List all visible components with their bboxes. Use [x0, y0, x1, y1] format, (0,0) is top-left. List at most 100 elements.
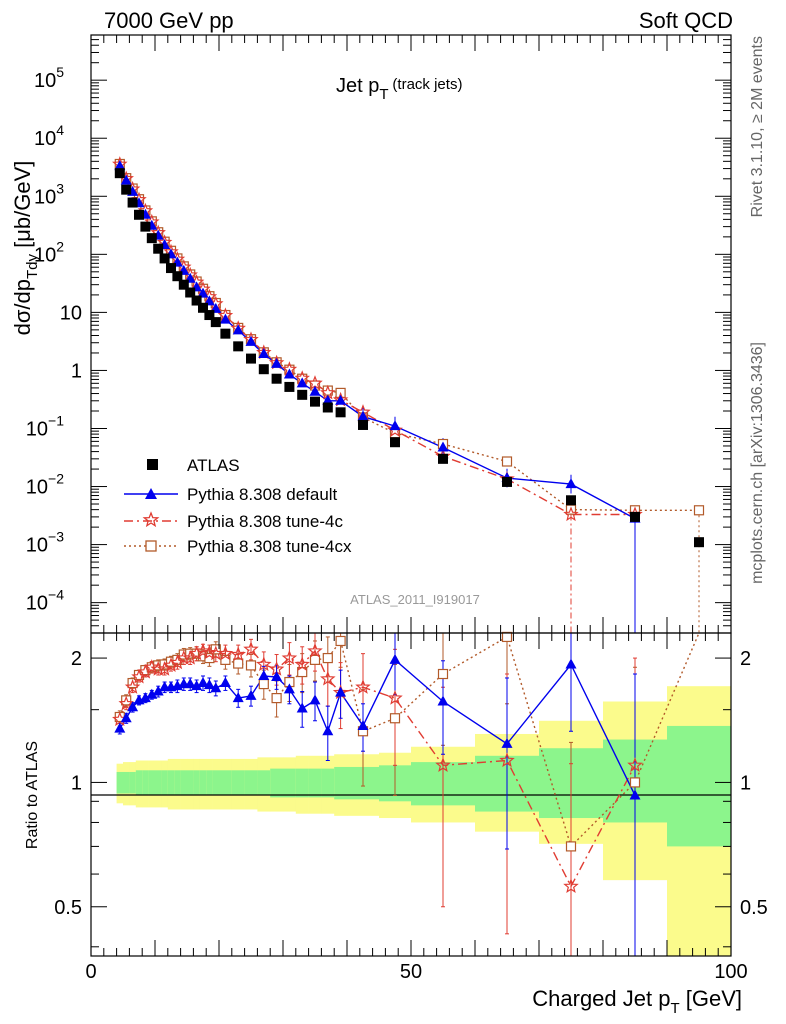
- default-ratio-point: [146, 688, 158, 699]
- legend-marker-tune4c: [142, 511, 160, 528]
- atlas-point: [502, 476, 512, 487]
- atlas-point: [246, 353, 256, 364]
- ratio-band-inner: [135, 770, 143, 796]
- main-y-tick-label: 10: [60, 302, 82, 324]
- ratio-axis-label: Ratio to ATLAS: [24, 741, 41, 849]
- tune4c-point: [387, 422, 403, 437]
- tune4c-ratio-point: [131, 668, 147, 684]
- y-axis-label-top: dσ/dpTdy [μb/GeV]: [10, 161, 41, 336]
- ratio-band-inner: [667, 725, 732, 847]
- tune4c-ratio-point: [320, 670, 336, 686]
- atlas-point: [146, 233, 157, 244]
- legend-marker-default: [145, 488, 157, 499]
- analysis-label: ATLAS_2011_I919017: [350, 592, 480, 607]
- ratio-band-inner: [206, 770, 213, 796]
- main-y-tick-exponent: −2: [48, 471, 64, 487]
- tune4cx-ratio-point: [271, 693, 282, 704]
- tune4cx-ratio-point: [389, 713, 401, 724]
- ratio-band-inner: [257, 770, 271, 796]
- ratio-band-inner: [212, 770, 220, 796]
- default-ratio-point: [139, 692, 151, 703]
- default-ratio-point: [127, 701, 139, 712]
- tune4cx-ratio-point: [335, 635, 346, 647]
- ratio-band-inner: [295, 768, 309, 798]
- ratio-band-inner: [155, 770, 162, 796]
- atlas-point: [185, 287, 196, 298]
- default-ratio-point: [210, 682, 222, 693]
- main-y-tick-base: 1: [71, 360, 82, 382]
- atlas-point: [204, 310, 215, 321]
- atlas-point: [297, 389, 308, 400]
- plot-title-main: Jet p: [336, 75, 379, 97]
- ratio-band-inner: [199, 770, 207, 796]
- default-ratio-point: [120, 712, 132, 723]
- atlas-point: [271, 373, 282, 384]
- legend-marker-tune4cx: [145, 540, 157, 552]
- ratio-band-inner: [231, 770, 245, 796]
- atlas-point: [630, 511, 640, 522]
- default-ratio-point: [322, 725, 334, 736]
- ratio-bands: [116, 686, 732, 956]
- default-point: [114, 160, 126, 171]
- ratio-frame: [90, 632, 732, 957]
- ratio-y-tick-label-right: 0.5: [740, 897, 768, 919]
- default-point: [219, 313, 231, 324]
- tune4c-ratio-point: [243, 641, 259, 656]
- x-tick-label: 0: [85, 961, 96, 983]
- tune4cx-ratio-line: [119, 632, 700, 848]
- main-y-tick-label: 103: [34, 180, 64, 208]
- default-ratio-point: [283, 683, 295, 694]
- ratio-band-inner: [283, 768, 297, 798]
- ratio-band-inner: [334, 766, 348, 800]
- main-y-tick-exponent: 2: [56, 238, 64, 254]
- tune4cx-ratio-point: [210, 644, 221, 655]
- default-point: [335, 394, 347, 405]
- ratio-band-inner: [219, 770, 233, 796]
- main-y-tick-label: 104: [34, 122, 64, 150]
- y-axis-label-sub: Tdy: [24, 253, 41, 279]
- ratio-band-inner: [148, 770, 156, 796]
- tune4c-ratio-point: [294, 656, 310, 672]
- tune4cx-ratio-point: [245, 660, 257, 671]
- tune4c-ratio-point: [188, 645, 205, 661]
- rivet-label: Rivet 3.1.10, ≥ 2M events: [749, 36, 766, 217]
- atlas-point: [191, 295, 202, 306]
- ratio-band-inner: [123, 771, 130, 794]
- default-ratio-point: [389, 653, 401, 664]
- main-y-tick-base: 10: [34, 244, 56, 266]
- ratio-band-inner: [129, 771, 137, 794]
- atlas-point: [210, 317, 221, 328]
- atlas-point: [358, 419, 368, 430]
- x-tick-label: 50: [400, 961, 422, 983]
- ratio-band-inner: [161, 770, 169, 796]
- main-y-tick-exponent: −4: [48, 587, 64, 603]
- default-point: [437, 441, 449, 452]
- tune4c-ratio-point: [281, 649, 298, 665]
- ratio-y-tick-label-left: 0.5: [54, 897, 82, 919]
- atlas-point: [178, 279, 189, 290]
- default-ratio-point: [203, 679, 215, 690]
- default-ratio-point: [309, 694, 321, 705]
- tune4c-ratio-point: [137, 663, 154, 679]
- legend-label-tune4c: Pythia 8.308 tune-4c: [187, 512, 343, 531]
- tune4cx-ratio-point: [501, 631, 513, 643]
- default-ratio-point: [232, 692, 244, 703]
- tune4c-ratio-point: [256, 656, 272, 672]
- atlas-point: [159, 253, 170, 264]
- default-ratio-point: [437, 695, 449, 706]
- tune4c-ratio-point: [144, 659, 160, 674]
- legend-marker-atlas: [147, 459, 158, 470]
- tune4c-ratio-point: [387, 689, 403, 705]
- default-point: [232, 324, 244, 335]
- x-axis-label-unit: [GeV]: [680, 986, 742, 1011]
- main-y-tick-exponent: −1: [48, 412, 64, 428]
- atlas-point: [198, 302, 208, 313]
- x-axis-label-sub: T: [670, 1000, 679, 1017]
- atlas-point: [233, 341, 244, 352]
- main-y-tick-label: 10−3: [26, 529, 64, 557]
- ratio-band-inner: [142, 770, 149, 796]
- main-y-tick-label: 102: [34, 238, 64, 266]
- ratio-band-inner: [180, 770, 188, 796]
- atlas-point: [694, 537, 704, 548]
